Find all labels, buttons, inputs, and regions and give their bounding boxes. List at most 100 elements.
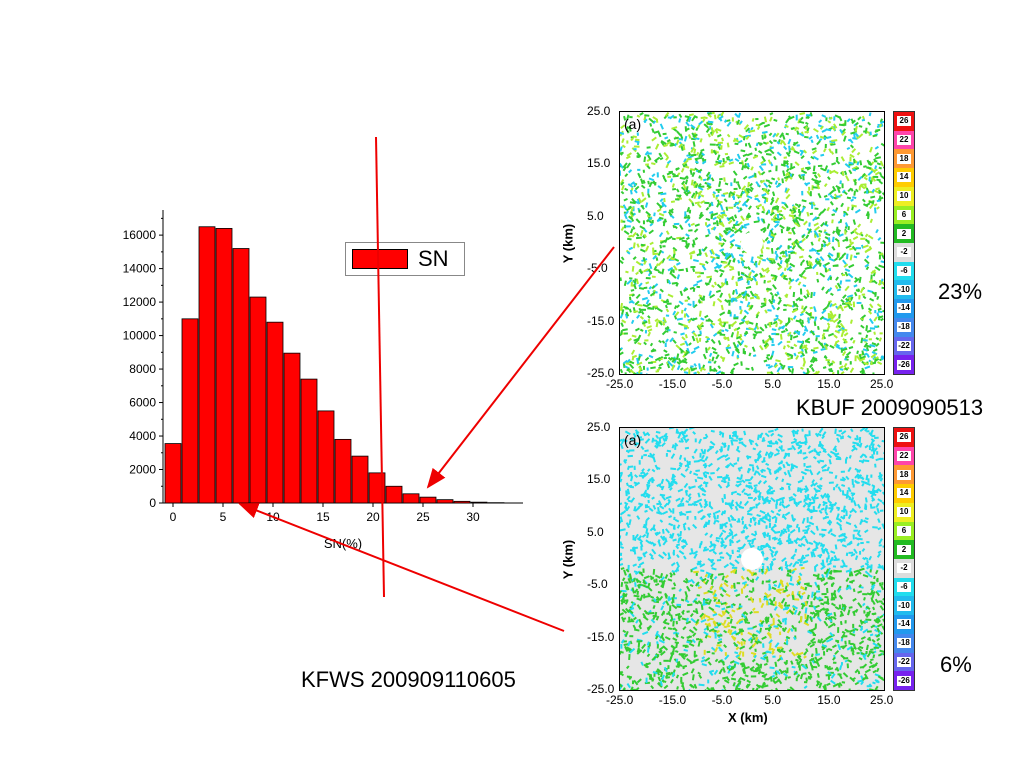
scale-label: -2 <box>897 247 911 258</box>
histogram-bar <box>317 410 335 504</box>
histogram-bar <box>283 352 301 504</box>
map-y-tick: 5.0 <box>587 208 604 223</box>
x-tick-label: 25 <box>416 510 430 524</box>
y-tick-label: 10000 <box>123 329 157 343</box>
scale-cell: -22 <box>894 652 914 672</box>
histogram-bar <box>249 296 267 504</box>
map-y-tick: 25.0 <box>587 420 611 434</box>
x-tick-label: 15 <box>316 510 330 524</box>
percent-bottom-label: 6% <box>940 652 972 677</box>
histogram-bar <box>419 496 437 504</box>
sn-histogram: 0 2000 4000 6000 8000 10000 12000 14000 16000 0 5 1… <box>123 210 523 551</box>
y-tick-label: 14000 <box>123 262 157 276</box>
scale-cell: -10 <box>894 596 914 616</box>
scale-label: -26 <box>897 359 911 370</box>
scale-cell: 10 <box>894 186 914 206</box>
map-x-tick: 5.0 <box>764 377 782 391</box>
scale-cell: -10 <box>894 280 914 300</box>
color-scale-top: 26 22 18 14 10 6 2 -2 -6 -10 -14 -18 -22 -26 <box>893 111 915 375</box>
map-y-tick: 25.0 <box>587 104 611 118</box>
scale-cell: 26 <box>894 112 914 131</box>
scale-cell: -26 <box>894 671 914 690</box>
scale-label: 6 <box>897 525 911 536</box>
map-x-tick: -25.0 <box>606 693 634 707</box>
histogram-legend: SN <box>345 242 465 276</box>
radar-map-bottom-ylabel: Y (km) <box>560 539 576 580</box>
scale-label: -18 <box>897 322 911 333</box>
scale-label: 6 <box>897 209 911 220</box>
radar-echo-speckles <box>620 428 884 690</box>
radar-map-bottom-xlabel: X (km) <box>728 710 768 725</box>
scale-cell: -18 <box>894 633 914 653</box>
histogram-bar <box>198 226 216 504</box>
histogram-bar <box>232 248 250 504</box>
histogram-bar <box>334 438 352 504</box>
map-y-tick: -25.0 <box>587 682 615 696</box>
scale-label: 18 <box>897 153 911 164</box>
map-x-tick: -25.0 <box>606 377 634 391</box>
histogram-x-label: SN(%) <box>324 536 362 551</box>
scale-cell: 10 <box>894 502 914 522</box>
scale-label: 2 <box>897 544 911 555</box>
scale-label: 22 <box>897 451 911 462</box>
percent-top-label: 23% <box>938 279 983 304</box>
map-y-tick: 5.0 <box>587 524 604 539</box>
map-x-tick: 15.0 <box>817 377 841 391</box>
legend-label: SN <box>418 246 449 271</box>
radar-map-top-ylabel: Y (km) <box>560 223 576 264</box>
radar-map-top-field <box>620 112 884 374</box>
y-tick-label: 0 <box>149 496 156 510</box>
map-x-tick: 5.0 <box>764 693 782 707</box>
scale-label: -14 <box>897 303 911 314</box>
histogram-bar <box>266 321 284 504</box>
histogram-bar <box>436 499 454 504</box>
histogram-bar <box>402 493 420 504</box>
histogram-bar <box>181 318 199 504</box>
kfws-label: KFWS 200909110605 <box>301 667 516 692</box>
scale-label: 26 <box>897 432 911 443</box>
map-x-tick: 25.0 <box>870 693 894 707</box>
histogram-bar <box>368 472 386 504</box>
histogram-bar <box>470 501 488 504</box>
x-tick-label: 5 <box>220 510 227 524</box>
scale-cell: -22 <box>894 336 914 356</box>
legend-swatch <box>352 249 408 269</box>
scale-cell: -18 <box>894 317 914 337</box>
scale-label: -26 <box>897 675 911 686</box>
scale-cell: 2 <box>894 224 914 243</box>
radar-map-bottom-plot: (a) <box>619 427 885 691</box>
scale-cell: -2 <box>894 559 914 578</box>
scale-label: 2 <box>897 228 911 239</box>
scale-label: 22 <box>897 135 911 146</box>
scale-cell: 18 <box>894 465 914 485</box>
scale-label: -10 <box>897 600 911 611</box>
y-tick-label: 4000 <box>129 429 156 443</box>
histogram-bar <box>164 443 182 504</box>
scale-cell: -6 <box>894 577 914 597</box>
radar-echo-speckles <box>620 112 884 374</box>
map-x-tick: 15.0 <box>817 693 841 707</box>
x-tick-label: 10 <box>266 510 280 524</box>
scale-label: -22 <box>897 656 911 667</box>
map-y-tick: 15.0 <box>587 472 611 487</box>
histogram-bar <box>453 500 471 504</box>
map-y-tick: 15.0 <box>587 156 611 171</box>
scale-label: 18 <box>897 469 911 480</box>
y-tick-label: 6000 <box>129 396 156 410</box>
scale-label: -22 <box>897 340 911 351</box>
x-tick-label: 0 <box>170 510 177 524</box>
y-tick-label: 2000 <box>129 463 156 477</box>
kbuf-label: KBUF 2009090513 <box>796 395 984 420</box>
map-y-tick: -15.0 <box>587 629 615 644</box>
x-tick-label: 20 <box>366 510 380 524</box>
scale-cell: 22 <box>894 130 914 150</box>
radar-map-bottom-tag: (a) <box>624 432 642 448</box>
map-y-tick: -5.0 <box>587 261 608 276</box>
radar-map-top-tag: (a) <box>624 116 642 132</box>
scale-label: -6 <box>897 582 911 593</box>
scale-cell: -6 <box>894 261 914 281</box>
scale-label: -14 <box>897 619 911 630</box>
map-x-tick: -5.0 <box>711 377 733 391</box>
scale-cell: 6 <box>894 521 914 541</box>
